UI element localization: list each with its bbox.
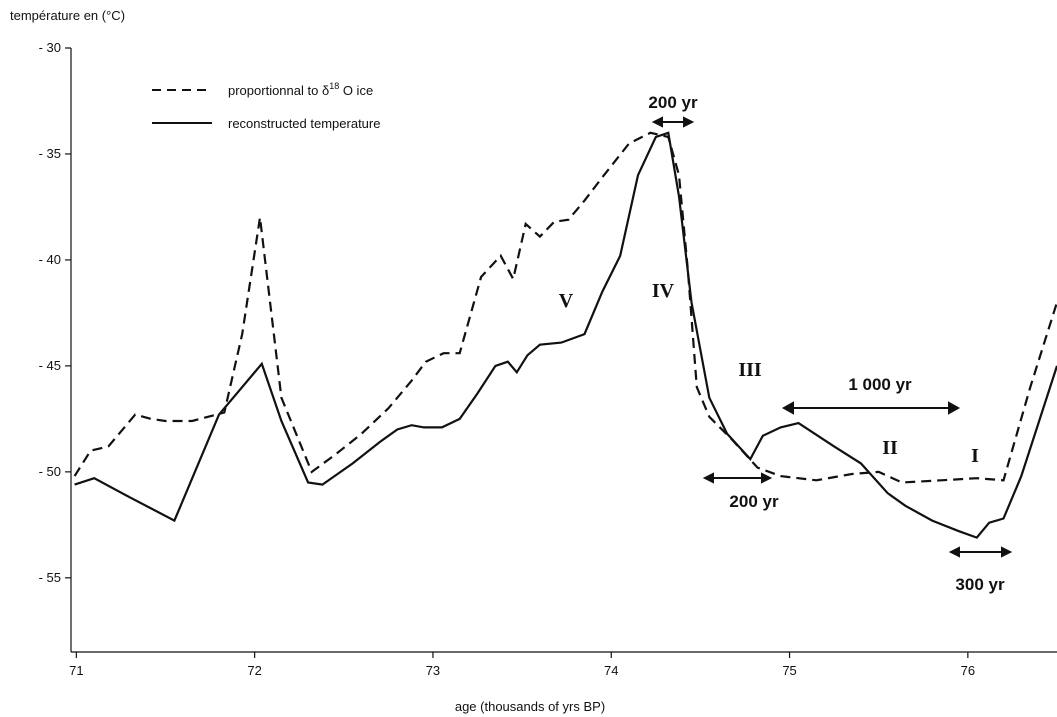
legend: proportionnal to δ18 O ice reconstructed… xyxy=(152,81,380,131)
series-line-reconstructed-temperature xyxy=(74,131,1057,539)
arrowhead xyxy=(683,116,695,128)
annotation-phase-V: V xyxy=(559,290,574,312)
annotation-200yr-bottom: 200 yr xyxy=(729,492,779,511)
arrowhead xyxy=(948,546,960,558)
annotation-200yr-top: 200 yr xyxy=(648,93,698,112)
x-tick-label: 73 xyxy=(426,663,440,678)
x-tick-label: 72 xyxy=(247,663,261,678)
y-tick-label: - 55 xyxy=(39,570,61,585)
arrowhead xyxy=(702,472,714,484)
y-tick-label: - 45 xyxy=(39,358,61,373)
legend-label-delta18o: proportionnal to δ18 O ice xyxy=(228,81,373,98)
x-tick-label: 76 xyxy=(961,663,975,678)
series-line-delta18o xyxy=(73,131,1057,484)
x-axis-title: age (thousands of yrs BP) xyxy=(455,699,605,714)
x-tick-label: 71 xyxy=(69,663,83,678)
y-tick-label: - 40 xyxy=(39,252,61,267)
annotation-phase-I: I xyxy=(971,445,979,467)
annotation-phase-II: II xyxy=(882,437,898,459)
annotation-arrows xyxy=(651,116,1013,558)
arrowhead xyxy=(781,401,794,415)
annotation-phase-III: III xyxy=(738,359,762,381)
arrowhead xyxy=(651,116,663,128)
y-axis-title: température en (°C) xyxy=(10,8,126,23)
y-tick-label: - 30 xyxy=(39,40,61,55)
y-tick-label: - 35 xyxy=(39,146,61,161)
y-tick-label: - 50 xyxy=(39,464,61,479)
x-tick-label: 74 xyxy=(604,663,618,678)
arrowhead xyxy=(948,401,961,415)
x-ticks: 71 72 73 74 75 76 xyxy=(69,652,975,678)
annotation-1000yr: 1 000 yr xyxy=(848,375,912,394)
x-tick-label: 75 xyxy=(782,663,796,678)
annotation-phase-IV: IV xyxy=(652,280,675,302)
arrowhead xyxy=(1001,546,1013,558)
annotation-300yr: 300 yr xyxy=(955,575,1005,594)
legend-label-reconstructed-temperature: reconstructed temperature xyxy=(228,116,380,131)
y-ticks: - 30 - 35 - 40 - 45 - 50 - 55 xyxy=(39,40,71,585)
arrowhead xyxy=(761,472,773,484)
